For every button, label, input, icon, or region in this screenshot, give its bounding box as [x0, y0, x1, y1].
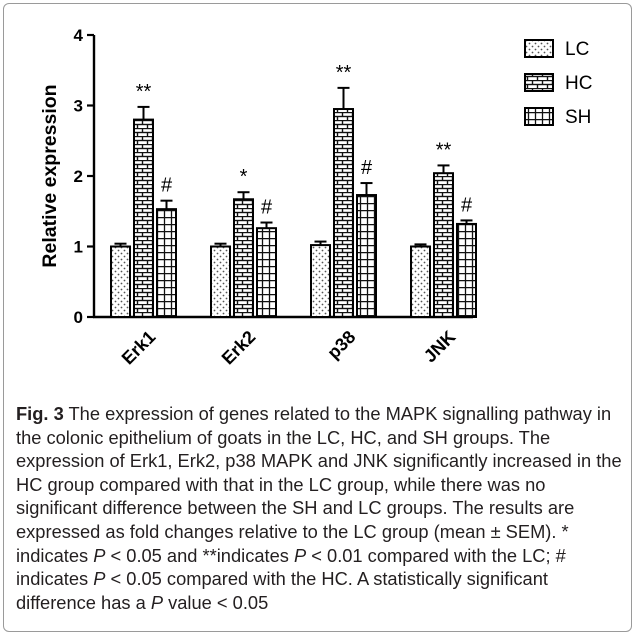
significance-mark-HC-p38: **	[336, 62, 352, 84]
caption-text-3: < 0.01 compared with the LC; # indicates	[16, 544, 566, 590]
bar-LC-JNK	[410, 245, 431, 318]
y-tick-label-2: 2	[74, 167, 83, 186]
bar-HC-Erk2	[233, 198, 254, 318]
x-tick-label-JNK: JNK	[420, 327, 460, 367]
significance-mark-SH-p38: #	[361, 157, 373, 179]
legend-label-HC: HC	[565, 73, 592, 94]
bar-chart: 0 1 2 3 4 Relative expression ** # Erk1 * # Erk2 ** #…	[39, 26, 592, 369]
y-axis-label: Relative expression	[39, 84, 61, 267]
legend-swatch-SH	[524, 107, 554, 126]
significance-mark-SH-Erk2: #	[261, 197, 273, 219]
bar-LC-p38	[310, 244, 331, 318]
bar-LC-Erk1	[110, 245, 131, 318]
legend-label-LC: LC	[565, 39, 589, 60]
caption-p-symbol-1: P	[93, 544, 106, 566]
significance-mark-HC-Erk1: **	[136, 81, 152, 103]
y-tick-label-1: 1	[74, 238, 83, 257]
caption-p-symbol-3: P	[93, 568, 106, 590]
y-tick-label-4: 4	[74, 26, 84, 45]
significance-mark-HC-JNK: **	[436, 139, 452, 161]
caption-p-symbol-4: P	[150, 591, 164, 613]
caption-text-2: < 0.05 and **indicates	[105, 544, 294, 566]
bar-SH-Erk1	[156, 208, 177, 318]
x-tick-label-Erk2: Erk2	[218, 327, 260, 369]
significance-mark-HC-Erk2: *	[240, 166, 248, 188]
bar-HC-p38	[333, 108, 354, 319]
figure-caption: Fig. 3 The expression of genes related t…	[16, 402, 622, 614]
bar-SH-p38	[356, 194, 377, 318]
caption-p-symbol-2: P	[293, 544, 307, 566]
y-tick-label-3: 3	[74, 97, 83, 116]
legend-label-SH: SH	[565, 107, 591, 128]
x-tick-label-Erk1: Erk1	[118, 327, 160, 369]
bar-SH-JNK	[456, 222, 477, 318]
bar-HC-Erk1	[133, 118, 154, 318]
caption-text-5: value < 0.05	[163, 591, 269, 613]
bar-SH-Erk2	[256, 227, 277, 318]
caption-text-1: The expression of genes related to the M…	[16, 403, 622, 566]
significance-mark-SH-JNK: #	[461, 194, 473, 216]
legend-swatch-HC	[524, 73, 554, 92]
legend-swatch-LC	[524, 39, 554, 58]
significance-mark-SH-Erk1: #	[161, 175, 173, 197]
bar-LC-Erk2	[210, 245, 231, 318]
caption-text-4: < 0.05 compared with the HC. A statistic…	[16, 568, 548, 613]
figure-label: Fig. 3	[16, 403, 64, 424]
y-tick-label-0: 0	[74, 308, 83, 327]
bar-HC-JNK	[433, 172, 454, 318]
x-tick-label-p38: p38	[323, 327, 359, 363]
